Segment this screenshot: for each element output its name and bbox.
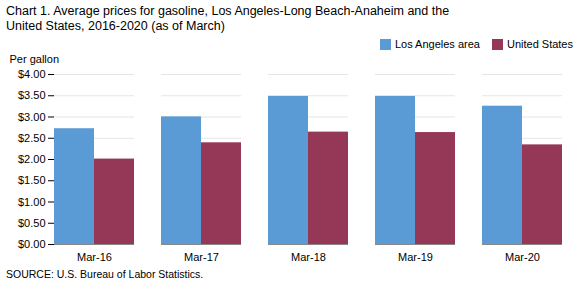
svg-text:Mar-20: Mar-20 (505, 251, 540, 263)
svg-text:$0.50: $0.50 (18, 217, 46, 229)
svg-text:Mar-18: Mar-18 (291, 251, 326, 263)
svg-text:$4.00: $4.00 (18, 68, 46, 80)
html-text:Los Angeles area: Los Angeles area (394, 38, 480, 50)
svg-text:Mar-17: Mar-17 (184, 251, 219, 263)
svg-text:$3.50: $3.50 (18, 89, 46, 101)
html-text:United States: United States (507, 38, 573, 50)
svg-text:$3.00: $3.00 (18, 111, 46, 123)
svg-text:$0.00: $0.00 (18, 238, 46, 250)
svg-text:$1.50: $1.50 (18, 174, 46, 186)
html-text:Chart 1. Average prices for ga: Chart 1. Average prices for gasoline, Lo… (6, 4, 450, 33)
html-text:SOURCE: U.S. Bureau of Labor S: SOURCE: U.S. Bureau of Labor Statistics. (6, 268, 204, 280)
svg-text:Per gallon: Per gallon (10, 53, 60, 65)
svg-text:Mar-19: Mar-19 (398, 251, 433, 263)
svg-text:$1.00: $1.00 (18, 196, 46, 208)
svg-text:$2.00: $2.00 (18, 153, 46, 165)
svg-text:$2.50: $2.50 (18, 132, 46, 144)
svg-text:Mar-16: Mar-16 (77, 251, 112, 263)
